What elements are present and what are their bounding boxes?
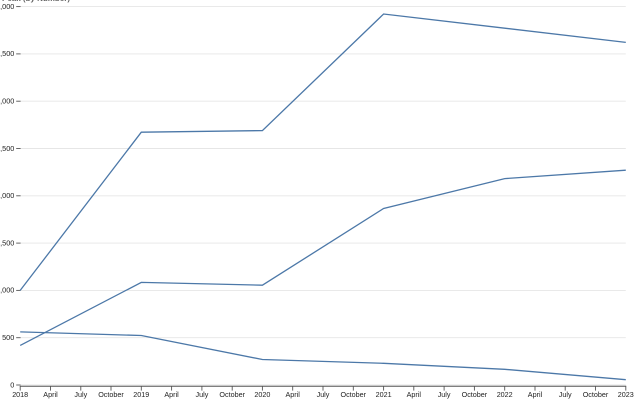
svg-text:2018: 2018 [12, 390, 28, 399]
svg-text:October: October [341, 390, 367, 399]
svg-text:April: April [43, 390, 58, 399]
svg-text:2,000: 2,000 [0, 191, 14, 200]
svg-text:500: 500 [2, 333, 14, 342]
svg-text:1,500: 1,500 [0, 238, 14, 247]
svg-text:4,000: 4,000 [0, 2, 14, 11]
svg-text:2021: 2021 [376, 390, 392, 399]
svg-text:2023: 2023 [618, 390, 634, 399]
svg-text:Peak (by Number): Peak (by Number) [2, 0, 70, 3]
svg-text:April: April [286, 390, 301, 399]
svg-text:July: July [559, 390, 572, 399]
svg-text:April: April [407, 390, 422, 399]
svg-text:2022: 2022 [497, 390, 513, 399]
svg-text:October: October [462, 390, 488, 399]
svg-text:2020: 2020 [254, 390, 270, 399]
svg-text:July: July [438, 390, 451, 399]
svg-text:3,000: 3,000 [0, 97, 14, 106]
svg-text:October: October [583, 390, 609, 399]
svg-text:2,500: 2,500 [0, 144, 14, 153]
svg-text:April: April [528, 390, 543, 399]
svg-text:July: July [196, 390, 209, 399]
svg-text:October: October [98, 390, 124, 399]
svg-text:July: July [317, 390, 330, 399]
svg-text:October: October [219, 390, 245, 399]
svg-text:July: July [74, 390, 87, 399]
svg-text:1,000: 1,000 [0, 286, 14, 295]
svg-text:April: April [164, 390, 179, 399]
svg-text:0: 0 [10, 380, 14, 389]
svg-text:3,500: 3,500 [0, 49, 14, 58]
svg-text:2019: 2019 [133, 390, 149, 399]
